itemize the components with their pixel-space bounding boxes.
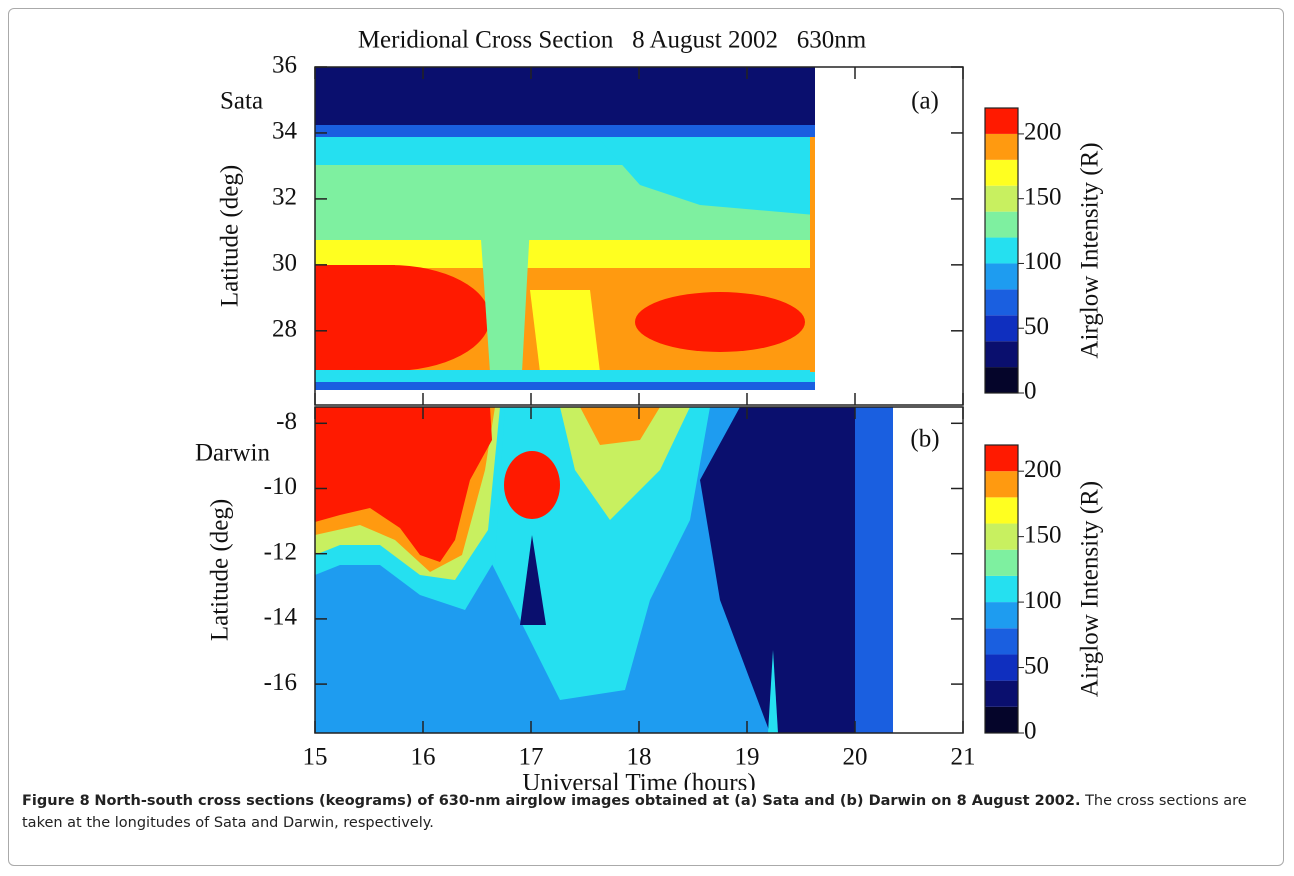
colorbar-bin [985, 706, 1018, 733]
keogram-region [315, 125, 815, 137]
colorbar-tick-label: 150 [1024, 521, 1062, 548]
keogram-region [315, 407, 492, 562]
y-axis-label: Latitude (deg) [207, 499, 234, 641]
figure: Meridional Cross Section 8 August 2002 6… [195, 27, 1104, 790]
y-tick-label: 34 [272, 118, 298, 145]
colorbar-bin [985, 237, 1018, 264]
caption: Figure 8 North-south cross sections (keo… [22, 790, 1272, 834]
station-label: Darwin [195, 440, 270, 467]
colorbar-bin [985, 263, 1018, 290]
keogram [315, 407, 893, 733]
x-axis-label: Universal Time (hours) [522, 770, 755, 790]
keogram-region [504, 451, 560, 519]
x-tick-label: 20 [843, 744, 868, 771]
panel-label: (b) [910, 426, 939, 453]
x-tick-label: 16 [411, 744, 436, 771]
colorbar-tick-label: 200 [1024, 456, 1062, 483]
colorbar-frame [984, 444, 1019, 734]
colorbar-bin [985, 497, 1018, 524]
keogram-region [530, 290, 600, 372]
y-tick-label: 32 [272, 184, 297, 211]
colorbar-bin [985, 471, 1018, 498]
y-tick-label: 30 [272, 250, 297, 277]
colorbar-bin [985, 602, 1018, 629]
keogram-region [315, 67, 815, 125]
colorbar-bin [985, 628, 1018, 655]
colorbar-bin [985, 367, 1018, 393]
y-axis-label: Latitude (deg) [217, 165, 244, 307]
colorbar-label: Airglow Intensity (R) [1077, 142, 1104, 358]
figure-title: Meridional Cross Section 8 August 2002 6… [358, 27, 867, 54]
panel-label: (a) [911, 88, 939, 115]
station-label: Sata [220, 88, 263, 115]
keogram-region [810, 137, 815, 372]
caption-heading: North-south cross sections (keograms) of… [94, 793, 1081, 809]
colorbar-tick-label: 50 [1024, 313, 1049, 340]
colorbar-tick-label: 0 [1024, 378, 1037, 405]
caption-label: Figure 8 [22, 793, 90, 809]
colorbar-tick-label: 150 [1024, 183, 1062, 210]
colorbar-bin [985, 108, 1018, 134]
colorbar-bin [985, 575, 1018, 603]
x-tick-label: 17 [519, 744, 544, 771]
keogram-region [768, 650, 778, 733]
x-tick-label: 15 [303, 744, 328, 771]
keogram-region [480, 225, 530, 372]
colorbar-bin [985, 654, 1018, 681]
colorbar-bin [985, 185, 1018, 212]
x-tick-label: 19 [735, 744, 760, 771]
colorbar-tick-label: 0 [1024, 718, 1037, 745]
keogram-region [580, 407, 660, 445]
x-tick-label: 18 [627, 744, 652, 771]
y-tick-label: -16 [264, 669, 297, 696]
keogram-region [635, 292, 805, 352]
colorbar-bin [985, 549, 1018, 576]
figure-frame [8, 8, 1284, 866]
colorbar-bin [985, 315, 1018, 342]
keogram-region [315, 240, 815, 268]
y-tick-label: -12 [264, 538, 297, 565]
colorbar-tick-label: 50 [1024, 652, 1049, 679]
colorbar-tick-label: 100 [1024, 587, 1062, 614]
colorbar-bin [985, 680, 1018, 707]
colorbar-frame [984, 107, 1019, 394]
colorbar-bin [985, 211, 1018, 238]
colorbar-tick-label: 100 [1024, 248, 1062, 275]
colorbar-bin [985, 289, 1018, 316]
colorbar-bin [985, 445, 1018, 472]
colorbar-bin [985, 523, 1018, 550]
colorbar-bin [985, 341, 1018, 368]
keogram-region [560, 407, 690, 520]
y-tick-label: -10 [264, 473, 297, 500]
keogram [315, 67, 815, 390]
y-tick-label: 36 [272, 52, 297, 79]
colorbar-label: Airglow Intensity (R) [1077, 481, 1104, 697]
keogram-region [520, 535, 546, 625]
y-tick-label: -14 [264, 604, 298, 631]
keogram-region [315, 370, 815, 382]
colorbar-bin [985, 159, 1018, 186]
caption-text: The cross sections are taken at the long… [22, 793, 1247, 831]
keogram-region [855, 407, 893, 733]
keogram-region [315, 265, 490, 371]
keogram-region [600, 140, 815, 215]
keogram-region [315, 382, 815, 390]
colorbar-bin [985, 133, 1018, 160]
y-tick-label: -8 [276, 408, 297, 435]
x-tick-label: 21 [951, 744, 976, 771]
colorbar-tick-label: 200 [1024, 119, 1062, 146]
y-tick-label: 28 [272, 316, 297, 343]
keogram-region [700, 407, 893, 733]
